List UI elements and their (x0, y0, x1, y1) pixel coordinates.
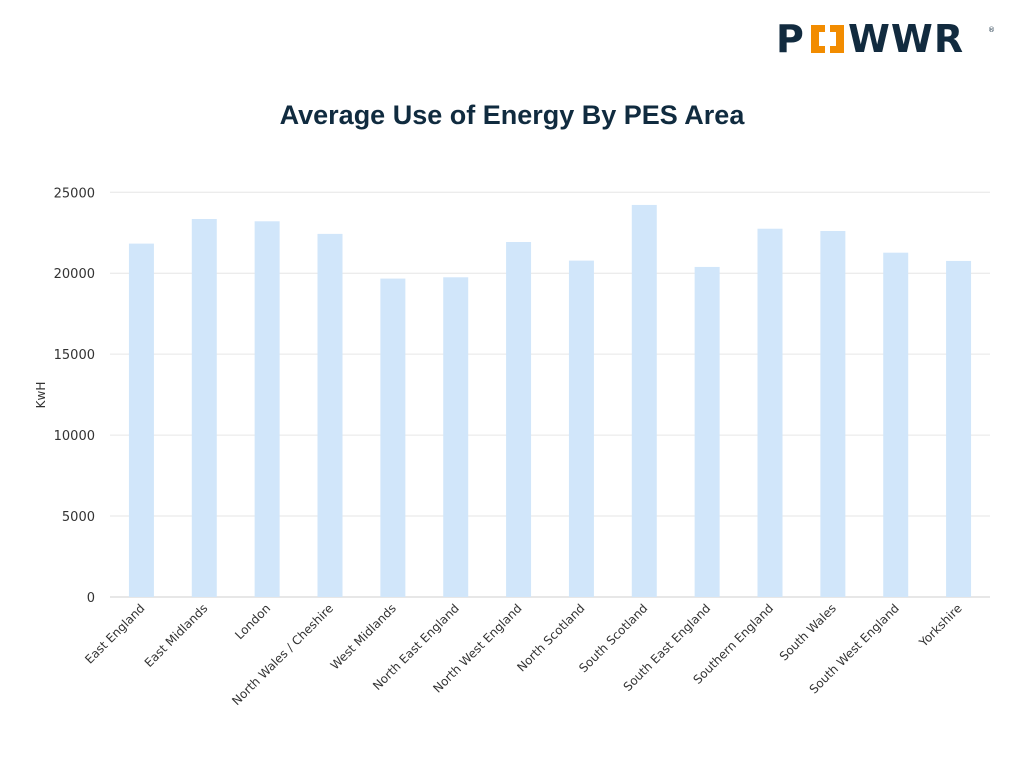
bar (820, 230, 846, 597)
bar (568, 260, 594, 597)
bar (443, 277, 469, 597)
y-tick-label: 10000 (54, 429, 95, 444)
svg-text:P: P (776, 20, 806, 56)
svg-text:WWR: WWR (848, 20, 964, 56)
x-tick-label: East England (82, 601, 147, 666)
bar (946, 260, 972, 597)
y-tick-label: 0 (87, 591, 95, 606)
y-tick-label: 5000 (62, 510, 95, 525)
bar (317, 233, 343, 598)
bar (694, 266, 720, 597)
y-tick-label: 15000 (54, 348, 95, 363)
x-tick-label: South East England (621, 601, 714, 694)
bar (883, 252, 909, 597)
x-tick-label: South Scotland (576, 601, 650, 675)
x-tick-label: East Midlands (142, 601, 211, 670)
x-tick-label: North Wales / Cheshire (229, 601, 336, 708)
bar (506, 241, 532, 597)
bar (191, 219, 217, 597)
x-tick-label: West Midlands (328, 601, 399, 672)
x-tick-label: South Wales (777, 601, 839, 663)
svg-text:®: ® (988, 26, 995, 34)
x-tick-label: South West England (807, 601, 902, 696)
x-tick-label: North West England (430, 601, 524, 695)
x-tick-label: London (232, 601, 273, 642)
chart-title: Average Use of Energy By PES Area (279, 100, 745, 130)
x-tick-label: Southern England (690, 601, 776, 687)
y-axis-label: KwH (34, 382, 48, 409)
bar (757, 228, 783, 597)
bar (254, 221, 280, 597)
x-tick-label: Yorkshire (916, 601, 965, 650)
bar (128, 243, 154, 597)
x-tick-label: North Scotland (514, 601, 587, 674)
powwr-logo: P WWR ® (776, 20, 995, 56)
x-tick-label: North East England (370, 601, 462, 693)
y-tick-label: 20000 (54, 267, 95, 282)
bar (631, 204, 657, 597)
bar (380, 278, 406, 597)
logo-o-bracket (811, 25, 844, 53)
y-tick-label: 25000 (54, 186, 95, 201)
